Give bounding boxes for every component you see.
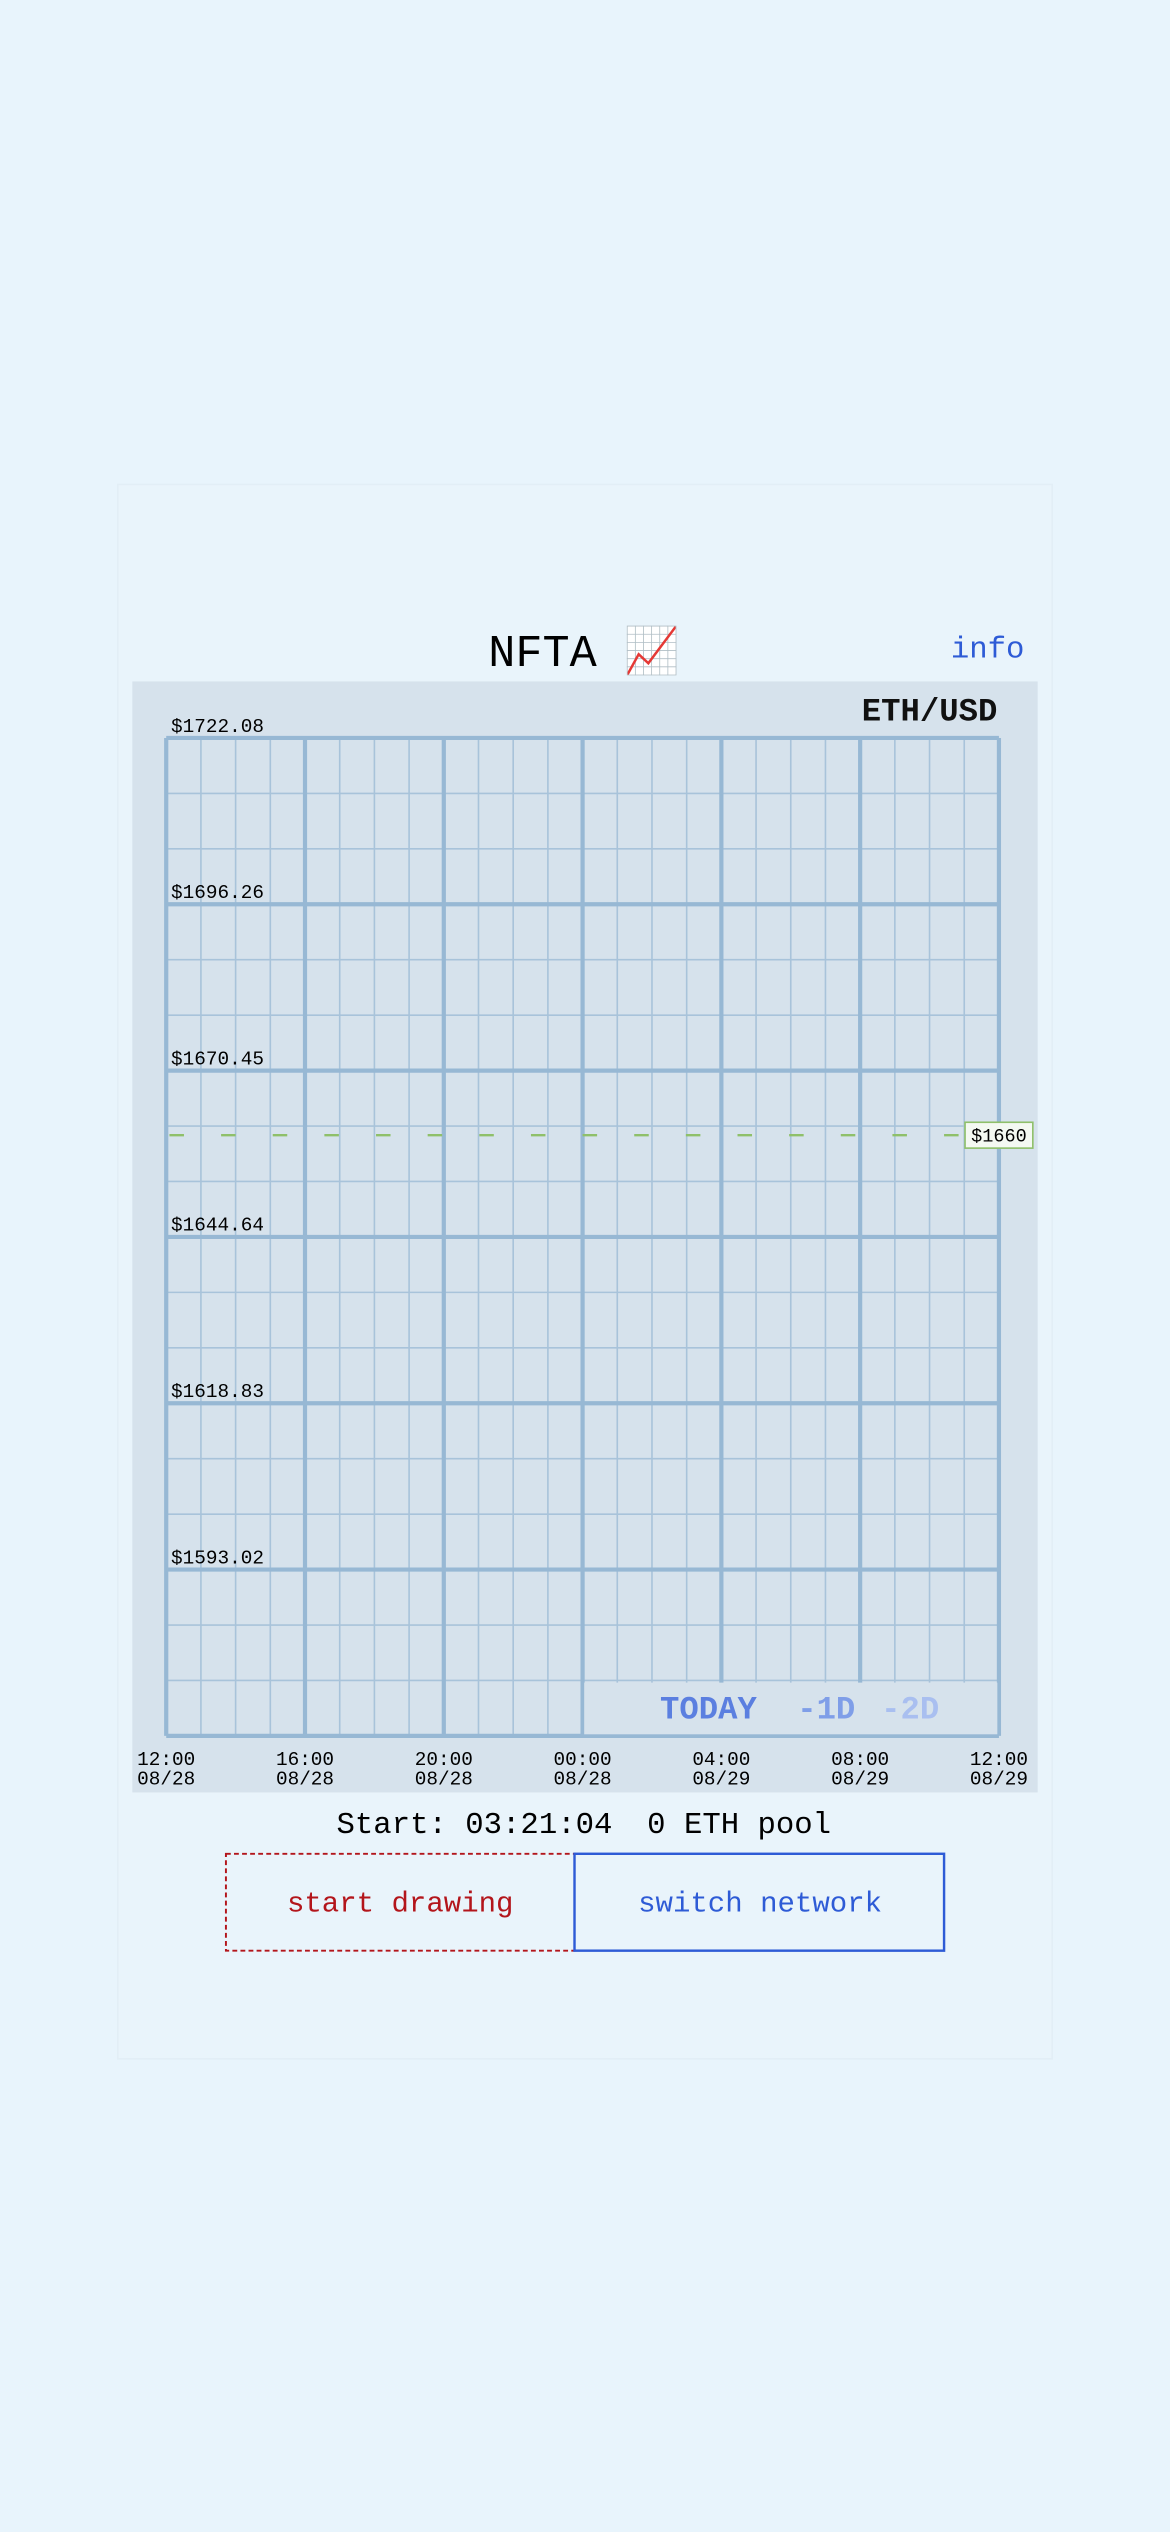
date-label: 08/29	[692, 1769, 750, 1791]
range-option[interactable]: TODAY	[660, 1692, 757, 1729]
pool-amount: 0 ETH pool	[647, 1808, 831, 1843]
price-label: $1644.64	[171, 1215, 264, 1237]
pair-label: ETH/USD	[862, 694, 998, 731]
date-label: 08/29	[831, 1769, 889, 1791]
current-price-label: $1660	[971, 1127, 1027, 1148]
start-drawing-label[interactable]: start drawing	[287, 1888, 514, 1921]
time-label: 20:00	[415, 1749, 473, 1771]
date-label: 08/29	[970, 1769, 1028, 1791]
app-title: NFTA 📈	[488, 625, 680, 680]
time-label: 00:00	[554, 1749, 612, 1771]
price-label: $1670.45	[171, 1048, 264, 1070]
range-option[interactable]: -2D	[881, 1692, 939, 1729]
chart-grid	[164, 735, 1002, 1739]
date-label: 08/28	[554, 1769, 612, 1791]
date-label: 08/28	[137, 1769, 195, 1791]
date-label: 08/28	[415, 1769, 473, 1791]
price-label: $1722.08	[171, 716, 264, 738]
axis-labels: $1722.08 $1696.26 $1670.45 $1644.64 $1618.83…	[137, 716, 1028, 1791]
switch-network-label[interactable]: switch network	[638, 1888, 882, 1921]
price-label: $1593.02	[171, 1547, 264, 1569]
time-label: 12:00	[970, 1749, 1028, 1771]
time-label: 16:00	[276, 1749, 334, 1771]
info-link[interactable]: info	[951, 632, 1025, 667]
time-label: 12:00	[137, 1749, 195, 1771]
range-bg	[584, 1682, 998, 1735]
range-option[interactable]: -1D	[797, 1692, 855, 1729]
date-label: 08/28	[276, 1769, 334, 1791]
price-label: $1618.83	[171, 1381, 264, 1403]
time-label: 08:00	[831, 1749, 889, 1771]
start-time: Start: 03:21:04	[337, 1808, 613, 1843]
range-selector: TODAY -1D -2D	[660, 1692, 939, 1729]
switch-network-button[interactable]	[573, 1852, 946, 1952]
current-price-box	[964, 1121, 1034, 1149]
price-label: $1696.26	[171, 882, 264, 904]
time-label: 04:00	[692, 1749, 750, 1771]
